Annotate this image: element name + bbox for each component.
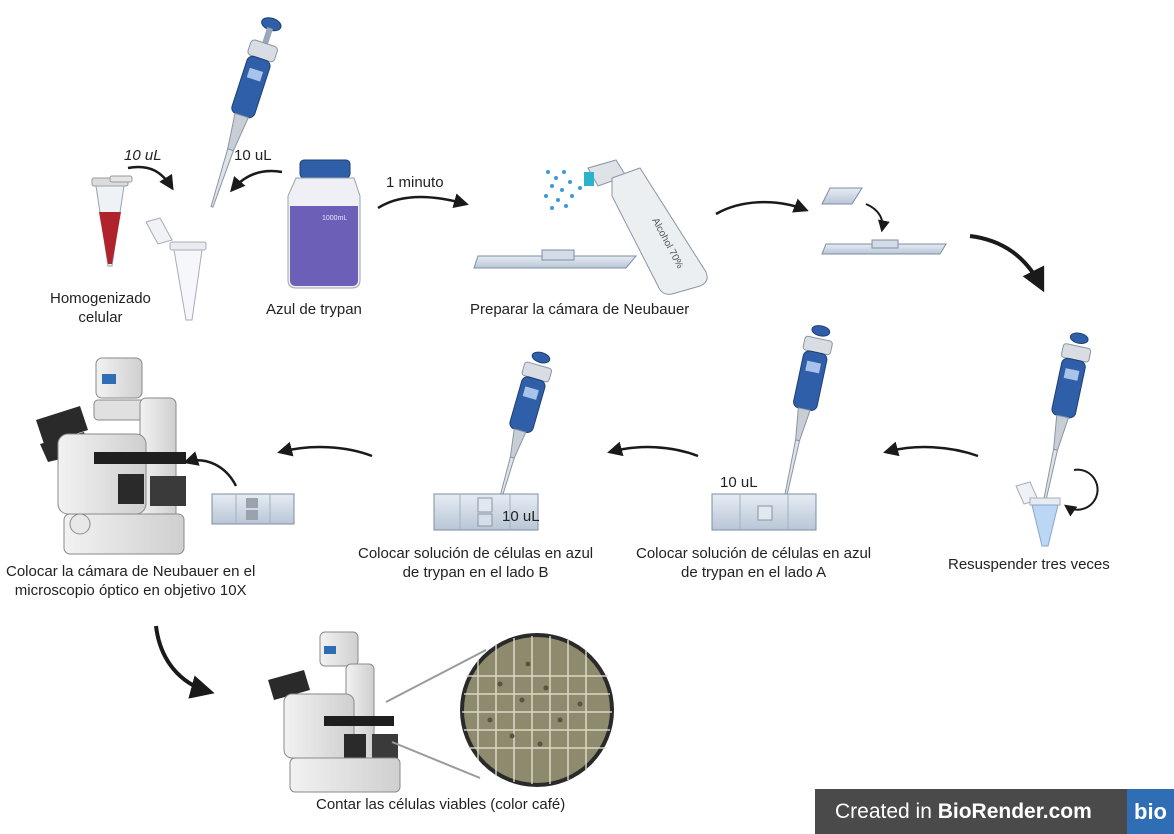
volume-label-side-a: 10 uL xyxy=(720,474,758,491)
volume-label-bottle: 10 uL xyxy=(234,147,272,164)
side-b-chamber-icon xyxy=(433,493,539,531)
resuspend-pipette-icon xyxy=(1041,332,1092,510)
badge-prefix: Created in xyxy=(835,799,938,823)
arrow-wait xyxy=(377,193,469,210)
bottle-mark: 1000mL xyxy=(322,215,347,222)
microscope-icon xyxy=(36,357,186,555)
coverslip-icon xyxy=(821,187,863,205)
spray-mist-icon xyxy=(544,170,582,210)
badge-text: Created in BioRender.com xyxy=(835,800,1092,824)
zoom-line-top xyxy=(385,649,487,703)
side-b-label: Colocar solución de células en azul de t… xyxy=(358,545,594,581)
chamber-with-coverslip-icon xyxy=(821,239,947,255)
spray-bottle-icon: Alcohol 70% xyxy=(584,159,708,295)
arrow-to-counting xyxy=(154,625,215,699)
badge-brand: BioRender.com xyxy=(937,799,1092,823)
time-label: 1 minuto xyxy=(386,174,444,191)
trypan-bottle-icon: 1000mL xyxy=(287,159,361,289)
count-label: Contar las células viables (color café) xyxy=(316,796,566,813)
arrow-bottle-to-pipette xyxy=(230,169,283,193)
arrow-to-loaded-chamber xyxy=(277,441,373,458)
resuspend-tube-icon xyxy=(1015,481,1061,547)
circular-arrow-icon xyxy=(1064,468,1099,517)
arrow-to-coverslip xyxy=(715,198,809,216)
neubauer-chamber-icon xyxy=(473,249,638,269)
prepare-label: Preparar la cámara de Neubauer xyxy=(470,301,690,318)
loaded-chamber-icon xyxy=(211,493,295,525)
pipette-icon xyxy=(210,17,282,208)
open-tube-icon xyxy=(145,217,207,321)
arrow-to-side-a xyxy=(883,441,979,458)
homogenate-tube-icon xyxy=(91,175,133,267)
zoom-line-bottom xyxy=(391,741,481,779)
arrow-to-resuspend xyxy=(969,234,1045,293)
arrow-coverslip-down xyxy=(865,203,890,233)
biorender-logo-icon: bio xyxy=(1127,789,1174,834)
side-a-chamber-icon xyxy=(711,493,817,531)
counting-microscope-icon xyxy=(268,631,401,793)
trypan-label: Azul de trypan xyxy=(266,301,362,318)
volume-label-tube: 10 uL xyxy=(124,147,162,164)
microscope-field-view xyxy=(460,633,614,787)
biorender-badge: Created in BioRender.com bio xyxy=(815,789,1174,834)
side-a-label: Colocar solución de células en azul de t… xyxy=(636,545,872,581)
side-b-pipette-icon xyxy=(498,351,553,503)
resuspend-label: Resuspender tres veces xyxy=(948,556,1110,573)
homogenate-label: Homogenizado celular xyxy=(50,290,151,326)
arrow-to-side-b xyxy=(607,441,699,458)
arrow-into-microscope xyxy=(183,451,238,487)
side-a-pipette-icon xyxy=(783,325,833,500)
arrow-tube-to-pipette xyxy=(127,165,174,191)
microscope-label: Colocar la cámara de Neubauer en el micr… xyxy=(6,563,256,599)
volume-label-side-b: 10 uL xyxy=(502,508,540,525)
